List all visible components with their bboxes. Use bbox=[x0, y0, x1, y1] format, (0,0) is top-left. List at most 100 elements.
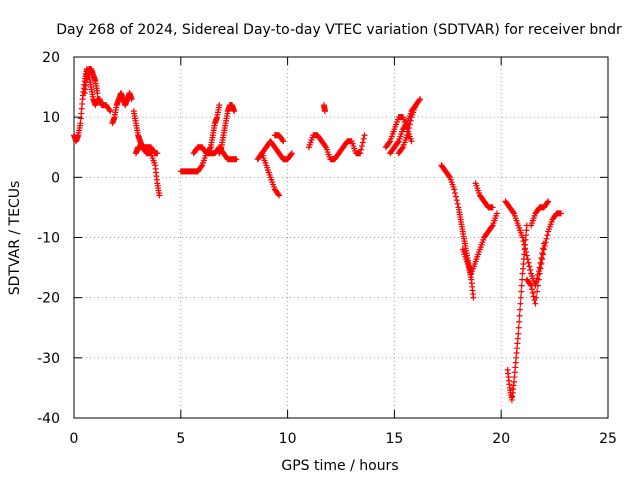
data-point bbox=[451, 186, 458, 193]
y-tick-label: 10 bbox=[42, 110, 60, 126]
data-point bbox=[518, 282, 525, 289]
data-point bbox=[279, 137, 286, 144]
data-point bbox=[358, 143, 365, 150]
data-point bbox=[526, 263, 533, 270]
data-point bbox=[405, 128, 412, 135]
data-point bbox=[516, 306, 523, 313]
data-point bbox=[537, 259, 544, 266]
data-point bbox=[516, 318, 523, 325]
data-point bbox=[280, 138, 287, 145]
data-point bbox=[408, 138, 415, 145]
data-point bbox=[527, 266, 534, 273]
y-tick-label: 20 bbox=[42, 50, 60, 66]
data-point bbox=[216, 102, 223, 109]
data-point bbox=[525, 259, 532, 266]
data-point bbox=[359, 139, 366, 146]
data-point bbox=[360, 135, 367, 142]
data-point bbox=[519, 234, 526, 241]
data-point bbox=[527, 281, 534, 288]
y-tick-label: 0 bbox=[51, 170, 60, 186]
data-point bbox=[544, 232, 551, 239]
y-axis-label: SDTVAR / TECUs bbox=[7, 181, 23, 296]
x-tick-label: 15 bbox=[385, 431, 403, 447]
data-point bbox=[534, 282, 541, 289]
data-point bbox=[233, 156, 240, 163]
data-point bbox=[361, 132, 368, 139]
data-point bbox=[558, 210, 565, 217]
data-point bbox=[517, 300, 524, 307]
data-point bbox=[540, 246, 547, 253]
y-tick-label: -20 bbox=[37, 291, 60, 307]
data-point bbox=[524, 256, 531, 263]
data-point bbox=[535, 276, 542, 283]
data-point bbox=[453, 197, 460, 204]
data-point bbox=[154, 150, 161, 157]
data-point bbox=[198, 163, 205, 170]
data-point bbox=[488, 223, 495, 230]
data-point bbox=[533, 294, 540, 301]
y-tick-label: -10 bbox=[37, 231, 60, 247]
data-point bbox=[275, 191, 282, 198]
x-axis-label: GPS time / hours bbox=[281, 458, 398, 474]
data-point bbox=[386, 139, 393, 146]
x-tick-label: 5 bbox=[176, 431, 185, 447]
data-point bbox=[542, 239, 549, 246]
data-point bbox=[470, 294, 477, 301]
data-point bbox=[520, 238, 527, 245]
data-point bbox=[489, 204, 496, 211]
data-point bbox=[534, 288, 541, 295]
data-point bbox=[493, 210, 500, 217]
data-point bbox=[536, 264, 543, 271]
data-point bbox=[446, 173, 453, 180]
data-point bbox=[532, 300, 539, 307]
data-point bbox=[517, 294, 524, 301]
data-point bbox=[107, 108, 114, 115]
data-point bbox=[515, 330, 522, 337]
data-point bbox=[407, 117, 414, 124]
x-tick-label: 25 bbox=[599, 431, 617, 447]
data-point bbox=[417, 96, 424, 103]
data-point bbox=[416, 97, 423, 104]
chart-title: Day 268 of 2024, Sidereal Day-to-day VTE… bbox=[56, 22, 622, 38]
data-point bbox=[523, 252, 530, 259]
data-point bbox=[538, 260, 545, 267]
data-point bbox=[357, 150, 364, 157]
data-point bbox=[518, 288, 525, 295]
data-point bbox=[529, 289, 536, 296]
data-point bbox=[543, 235, 550, 242]
data-point bbox=[539, 250, 546, 257]
data-point bbox=[538, 254, 545, 261]
data-point bbox=[405, 124, 412, 131]
data-point bbox=[516, 312, 523, 319]
data-point bbox=[288, 150, 295, 157]
data-point bbox=[545, 198, 552, 205]
data-point bbox=[231, 108, 238, 115]
data-point bbox=[528, 286, 535, 293]
data-point bbox=[156, 192, 163, 199]
data-point bbox=[394, 139, 401, 146]
y-tick-label: -30 bbox=[37, 351, 60, 367]
data-point bbox=[528, 282, 535, 289]
data-point bbox=[288, 151, 295, 158]
data-point bbox=[94, 90, 101, 97]
data-point bbox=[541, 242, 548, 249]
y-tick-label: -40 bbox=[37, 411, 60, 427]
data-point bbox=[522, 245, 529, 252]
data-point bbox=[515, 324, 522, 331]
axis-ticks: 0 5 10 15 20 25 -40 -30 -20 -10 0 10 20 bbox=[37, 50, 617, 447]
data-point bbox=[539, 256, 546, 263]
data-point bbox=[452, 189, 459, 196]
data-point bbox=[537, 265, 544, 272]
data-point bbox=[544, 199, 551, 206]
data-point bbox=[322, 143, 329, 150]
data-point bbox=[540, 251, 547, 258]
data-point bbox=[206, 145, 213, 152]
x-tick-label: 20 bbox=[492, 431, 510, 447]
data-point bbox=[454, 200, 461, 207]
grid bbox=[74, 57, 608, 418]
data-point bbox=[106, 106, 113, 113]
data-point bbox=[522, 248, 529, 255]
x-tick-label: 10 bbox=[279, 431, 297, 447]
data-point bbox=[412, 102, 419, 109]
